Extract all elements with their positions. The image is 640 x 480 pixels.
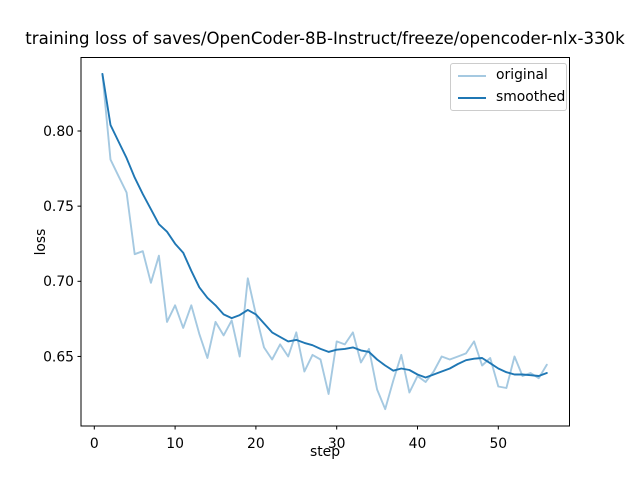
y-tick-label: 0.75 <box>43 199 74 215</box>
x-tick-label: 50 <box>489 436 507 452</box>
smoothed-line-series <box>101 72 548 379</box>
y-tick-label: 0.80 <box>43 124 74 140</box>
legend-label-smoothed: smoothed <box>496 89 566 106</box>
axes-frame <box>80 57 570 427</box>
legend-label-original: original <box>496 66 548 83</box>
x-tick-label: 40 <box>409 436 427 452</box>
original-line-swatch <box>458 74 486 77</box>
original-line-series <box>101 72 548 411</box>
y-tick-label: 0.65 <box>43 349 74 365</box>
x-axis-label: step <box>309 444 341 460</box>
legend-entry-smoothed: smoothed <box>451 87 566 109</box>
y-tick-label: 0.70 <box>43 274 74 290</box>
x-tick-label: 10 <box>166 436 184 452</box>
x-tick-label: 0 <box>90 436 99 452</box>
legend-entry-original: original <box>451 65 566 87</box>
x-tick-label: 30 <box>328 436 346 452</box>
x-tick-label: 20 <box>247 436 265 452</box>
y-axis-label: loss <box>33 228 49 256</box>
smoothed-line-swatch <box>458 97 486 100</box>
legend: original smoothed <box>450 63 567 111</box>
chart-title: training loss of saves/OpenCoder-8B-Inst… <box>25 29 625 48</box>
